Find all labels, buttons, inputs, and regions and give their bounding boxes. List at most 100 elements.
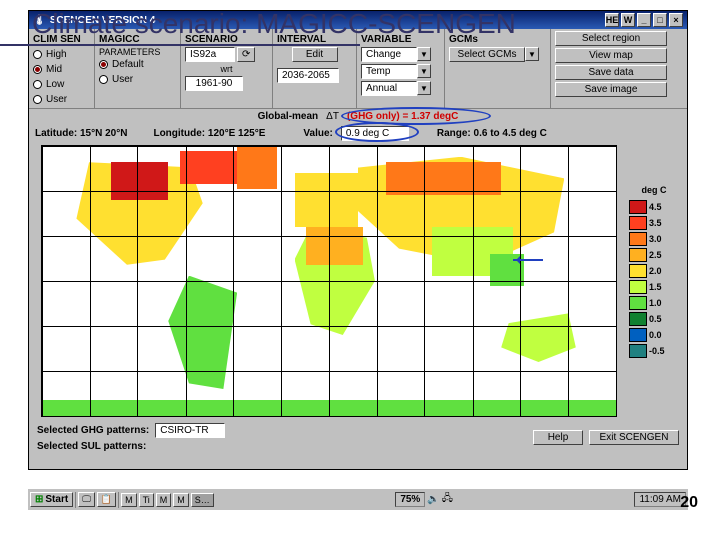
lat-label: Latitude: 15°N 20°N [35,128,127,139]
interval-edit-button[interactable]: Edit [292,47,338,62]
wrt-label: wrt [185,64,268,74]
task-item[interactable]: M [173,493,189,507]
legend-label: 4.5 [649,202,662,212]
opt-label: User [112,74,133,85]
col-actions: Select region View map Save data Save im… [551,29,671,108]
taskbar: ⊞ Start 🖵 📋 M Ti M M S… 75% 🔈 🖧 11:09 AM [28,488,688,510]
magicc-sub: PARAMETERS [99,47,176,57]
title-underline [0,44,360,46]
coords-row: Latitude: 15°N 20°N Longitude: 120°E 125… [29,124,687,143]
sul-patterns-label: Selected SUL patterns: [37,441,225,452]
start-button[interactable]: ⊞ Start [30,492,73,507]
col-variable: VARIABLE Change▼ Temp▼ Annual▼ [357,29,445,108]
legend-row: 1.0 [629,295,679,311]
climsen-user[interactable]: User [33,92,90,107]
clock: 11:09 AM [634,492,686,507]
w-button[interactable]: W [621,13,635,27]
maximize-button[interactable]: □ [653,13,667,27]
interval-value[interactable]: 2036-2065 [277,68,339,83]
chevron-down-icon[interactable]: ▼ [417,47,431,61]
var-temp[interactable]: Temp [361,64,417,79]
legend-label: 2.0 [649,266,662,276]
var-annual[interactable]: Annual [361,81,417,96]
opt-label: Default [112,59,144,70]
legend-row: 3.5 [629,215,679,231]
lon-label: Longitude: 120°E 125°E [153,128,265,139]
value-label: Value: [303,128,332,139]
close-button[interactable]: × [669,13,683,27]
save-data-button[interactable]: Save data [555,65,667,80]
windows-icon: ⊞ [35,494,43,505]
tray-icon[interactable]: 🖧 [442,491,453,508]
col-gcms: GCMs Select GCMs▼ [445,29,551,108]
climsen-low[interactable]: Low [33,77,90,92]
climsen-mid[interactable]: Mid [33,62,90,77]
legend-label: 3.5 [649,218,662,228]
global-mean-row: Global-mean ΔT (GHG only) = 1.37 degC [29,109,687,124]
task-item[interactable]: Ti [139,493,154,507]
legend-swatch [629,216,647,230]
select-gcms-button[interactable]: Select GCMs [449,47,525,62]
var-change[interactable]: Change [361,47,417,62]
legend-row: 4.5 [629,199,679,215]
col-interval: INTERVAL Edit 2036-2065 [273,29,357,108]
legend-row: 0.5 [629,311,679,327]
legend-label: 0.0 [649,330,662,340]
opt-label: Low [46,79,64,90]
magicc-default[interactable]: Default [99,57,176,72]
select-region-button[interactable]: Select region [555,31,667,46]
task-item[interactable]: S… [191,493,214,507]
help-button[interactable]: Help [533,430,583,445]
legend-label: 2.5 [649,250,662,260]
chevron-down-icon[interactable]: ▼ [417,81,431,95]
col-climsen: CLIM SEN High Mid Low User [29,29,95,108]
col-magicc: MAGICC PARAMETERS Default User [95,29,181,108]
opt-label: Mid [46,64,62,75]
save-image-button[interactable]: Save image [555,82,667,97]
exit-button[interactable]: Exit SCENGEN [589,430,679,445]
opt-label: High [46,49,67,60]
quicklaunch-icon[interactable]: 🖵 [78,492,95,507]
slide-title: Climate scenario: MAGICC-SCENGEN [32,8,516,40]
chevron-down-icon[interactable]: ▼ [525,47,539,61]
global-label: Global-mean [258,111,319,122]
range-label: Range: 0.6 to 4.5 deg C [437,128,547,139]
page-number: 20 [680,494,698,512]
refresh-button[interactable]: ⟳ [237,47,255,62]
legend-swatch [629,344,647,358]
legend-title: deg C [629,185,679,195]
legend-label: 0.5 [649,314,662,324]
legend-row: 2.0 [629,263,679,279]
legend-swatch [629,296,647,310]
scengen-window: 🌡 SCENGEN VERSION 4 HE W _ □ × CLIM SEN … [28,10,688,470]
chevron-down-icon[interactable]: ▼ [417,64,431,78]
opt-label: User [46,94,67,105]
legend-row: 1.5 [629,279,679,295]
legend-label: 3.0 [649,234,662,244]
legend-swatch [629,328,647,342]
task-item[interactable]: M [121,493,137,507]
magicc-user[interactable]: User [99,72,176,87]
bottom-controls: Selected GHG patterns: CSIRO-TR Selected… [29,419,687,456]
scenario-base[interactable]: 1961-90 [185,76,243,91]
legend-row: 3.0 [629,231,679,247]
minimize-button[interactable]: _ [637,13,651,27]
zoom-indicator[interactable]: 75% [395,492,425,507]
legend-row: 2.5 [629,247,679,263]
tray-icon[interactable]: 🔈 [427,494,439,505]
task-item[interactable]: M [156,493,172,507]
scenario-value[interactable]: IS92a [185,47,235,62]
he-button[interactable]: HE [605,13,619,27]
control-panel: CLIM SEN High Mid Low User MAGICC PARAME… [29,29,687,109]
quicklaunch-icon[interactable]: 📋 [97,492,116,507]
map-grid [42,146,616,416]
world-map[interactable] [41,145,617,417]
legend-swatch [629,280,647,294]
legend-swatch [629,232,647,246]
climsen-high[interactable]: High [33,47,90,62]
view-map-button[interactable]: View map [555,48,667,63]
legend-row: 0.0 [629,327,679,343]
start-label: Start [45,494,68,505]
legend-label: -0.5 [649,346,665,356]
col-scenario: SCENARIO IS92a ⟳ wrt 1961-90 [181,29,273,108]
